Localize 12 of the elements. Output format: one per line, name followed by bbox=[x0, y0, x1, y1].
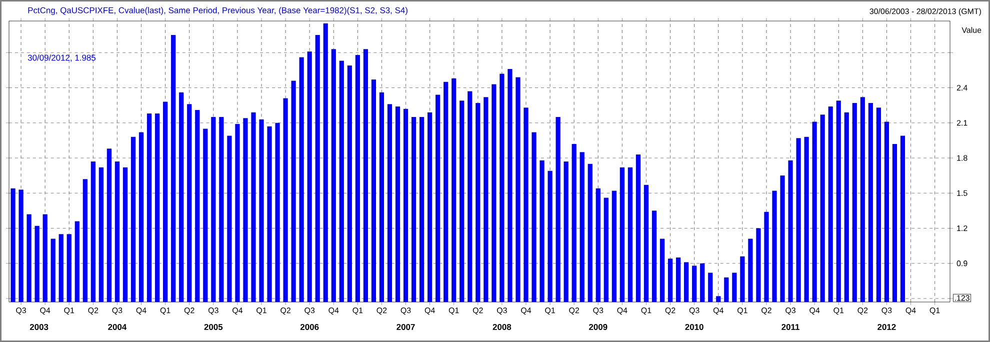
text: 2005 bbox=[204, 324, 223, 330]
text: 2008 bbox=[492, 324, 512, 330]
text: 2006 bbox=[300, 324, 319, 330]
text: 2004 bbox=[108, 324, 127, 330]
text: 30/09/2012, 1.985 bbox=[28, 54, 96, 62]
text: 2007 bbox=[396, 324, 415, 330]
text: 2003 bbox=[30, 324, 48, 330]
text: 2012 bbox=[878, 324, 896, 330]
text: 2010 bbox=[685, 324, 704, 330]
chart-title: PctCng, QaUSCPIXFE, Cvalue(last), Same Period, Previous Year, (Base Year=1982)(S1, S2, S3, S4) bbox=[28, 7, 408, 15]
text: 2009 bbox=[589, 324, 608, 330]
text: 2011 bbox=[782, 324, 800, 330]
